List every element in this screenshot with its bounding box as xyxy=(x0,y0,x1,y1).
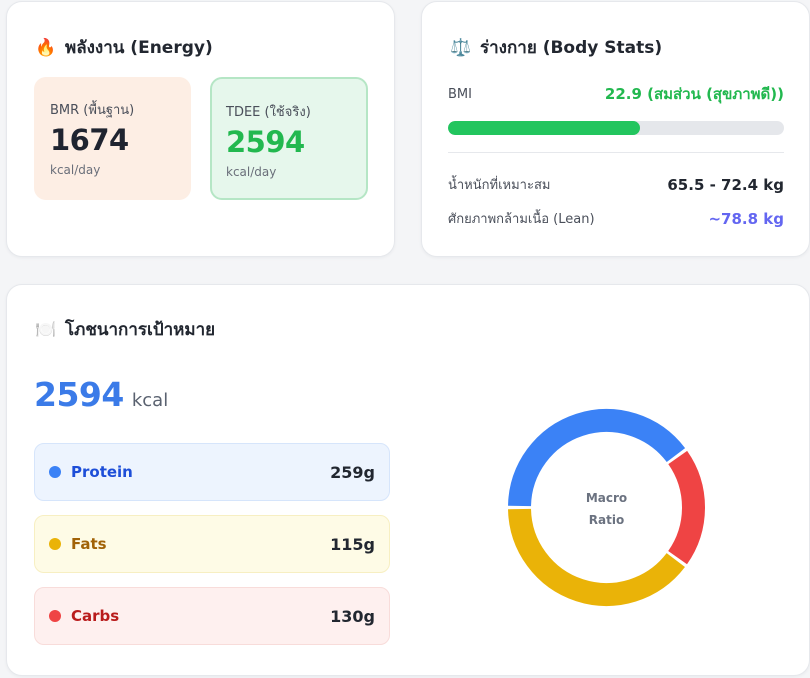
macro-row-protein: Protein 259g xyxy=(34,443,390,501)
total-kcal: 2594 kcal xyxy=(34,375,168,414)
ideal-weight-label: น้ำหนักที่เหมาะสม xyxy=(448,178,551,193)
nutrition-title-text: โภชนาการเป้าหมาย xyxy=(65,320,216,340)
bmi-row: BMI 22.9 (สมส่วน (สุขภาพดี)) xyxy=(448,82,784,106)
bmr-label: BMR (พื้นฐาน) xyxy=(50,103,135,118)
lean-label: ศักยภาพกล้ามเนื้อ (Lean) xyxy=(448,212,595,227)
energy-card: 🔥 พลังงาน (Energy) BMR (พื้นฐาน) 1674 kc… xyxy=(6,1,395,257)
protein-dot-icon xyxy=(49,466,61,478)
tdee-box: TDEE (ใช้จริง) 2594 kcal/day xyxy=(210,77,368,200)
bmr-value: 1674 xyxy=(50,123,129,157)
nutrition-title: 🍽️ โภชนาการเป้าหมาย xyxy=(35,316,215,343)
ideal-weight-row: น้ำหนักที่เหมาะสม 65.5 - 72.4 kg xyxy=(448,174,784,195)
donut-segment-fats xyxy=(508,508,685,606)
carbs-dot-icon xyxy=(49,610,61,622)
fats-label: Fats xyxy=(71,535,107,553)
bmi-value: 22.9 (สมส่วน (สุขภาพดี)) xyxy=(604,85,784,103)
divider xyxy=(448,152,784,153)
carbs-value: 130g xyxy=(330,606,375,626)
macro-row-carbs: Carbs 130g xyxy=(34,587,390,645)
body-stats-card: ⚖️ ร่างกาย (Body Stats) BMI 22.9 (สมส่วน… xyxy=(421,1,810,257)
bmi-progress-fill xyxy=(448,121,640,135)
protein-label: Protein xyxy=(71,463,133,481)
plate-icon: 🍽️ xyxy=(35,319,57,340)
bmr-unit: kcal/day xyxy=(50,163,101,177)
fats-value: 115g xyxy=(330,534,375,554)
macro-ratio-donut xyxy=(508,409,705,606)
protein-value: 259g xyxy=(330,462,375,482)
total-kcal-unit: kcal xyxy=(131,390,169,411)
energy-title: 🔥 พลังงาน (Energy) xyxy=(35,34,213,61)
tdee-unit: kcal/day xyxy=(226,165,277,179)
bmr-box: BMR (พื้นฐาน) 1674 kcal/day xyxy=(34,77,191,200)
fire-icon: 🔥 xyxy=(35,37,57,58)
donut-segment-carbs xyxy=(667,450,705,565)
body-stats-title: ⚖️ ร่างกาย (Body Stats) xyxy=(450,34,662,61)
macro-row-fats: Fats 115g xyxy=(34,515,390,573)
scale-icon: ⚖️ xyxy=(450,37,472,58)
donut-label-line1: Macro xyxy=(585,491,628,505)
lean-row: ศักยภาพกล้ามเนื้อ (Lean) ~78.8 kg xyxy=(448,208,784,229)
donut-segment-protein xyxy=(508,409,686,507)
carbs-label: Carbs xyxy=(71,607,120,625)
body-stats-title-text: ร่างกาย (Body Stats) xyxy=(480,38,663,58)
donut-label-line2: Ratio xyxy=(588,513,625,527)
bmi-progress-bar xyxy=(448,121,784,135)
tdee-label: TDEE (ใช้จริง) xyxy=(226,105,311,120)
donut-center-label: Macro Ratio xyxy=(504,487,709,531)
lean-value: ~78.8 kg xyxy=(708,209,784,228)
ideal-weight-value: 65.5 - 72.4 kg xyxy=(667,175,784,194)
energy-title-text: พลังงาน (Energy) xyxy=(65,38,213,58)
bmi-label: BMI xyxy=(448,86,472,102)
fats-dot-icon xyxy=(49,538,61,550)
total-kcal-value: 2594 xyxy=(34,375,124,414)
tdee-value: 2594 xyxy=(226,125,305,159)
nutrition-card: 🍽️ โภชนาการเป้าหมาย 2594 kcal Protein 25… xyxy=(6,284,810,676)
